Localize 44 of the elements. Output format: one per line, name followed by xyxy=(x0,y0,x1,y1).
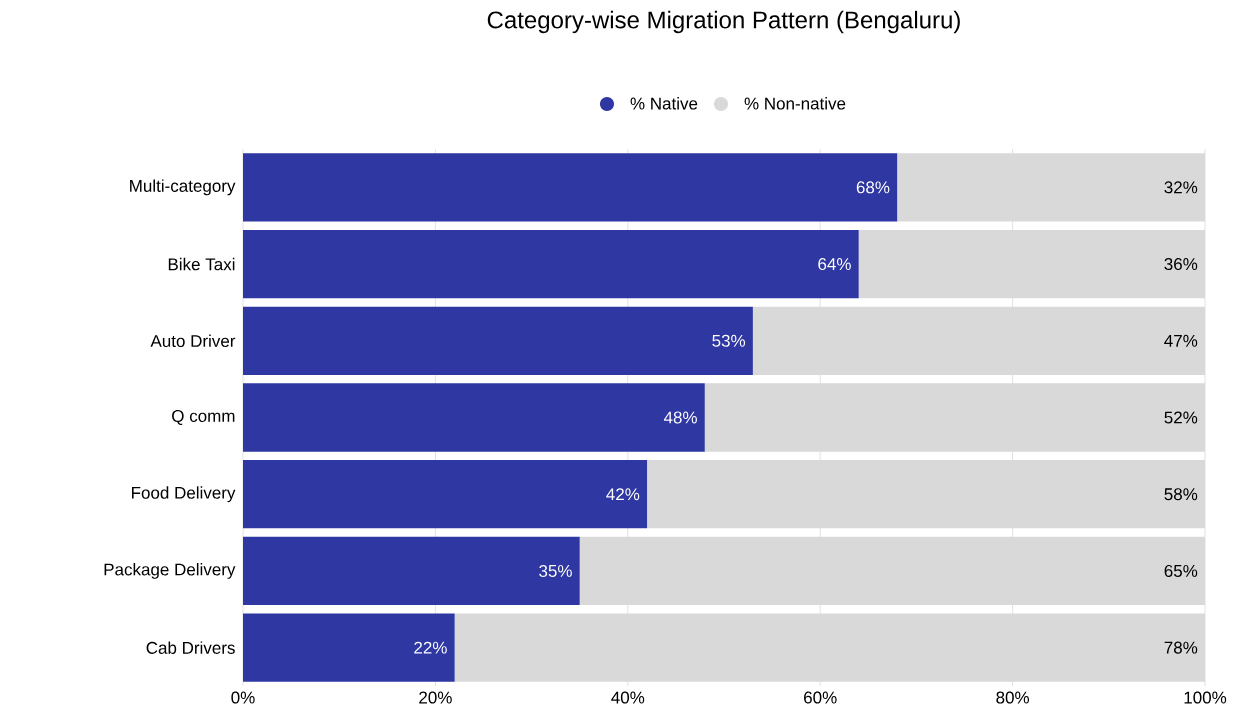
x-tick-label: 80% xyxy=(996,691,1030,704)
y-tick-label: Bike Taxi xyxy=(168,257,235,271)
data-label: 53% xyxy=(712,334,746,347)
y-tick-label: Q comm xyxy=(172,409,235,426)
data-label: 64% xyxy=(818,258,851,271)
x-tick-label: 60% xyxy=(804,691,837,704)
x-tick-label: 20% xyxy=(419,691,452,704)
data-label: 47% xyxy=(1164,334,1198,347)
data-label: 42% xyxy=(606,488,640,501)
bar xyxy=(243,229,859,299)
bar xyxy=(858,229,1206,299)
legend-label: % Native xyxy=(630,97,698,110)
bar xyxy=(243,383,705,452)
data-label: 68% xyxy=(856,181,890,194)
data-label: 58% xyxy=(1164,488,1198,501)
legend-label: % Non-native xyxy=(744,97,846,110)
y-tick-label: Multi-category xyxy=(130,179,236,196)
bar xyxy=(454,613,1206,682)
bar xyxy=(897,153,1206,222)
bar xyxy=(243,613,455,682)
bar xyxy=(243,153,898,222)
y-tick-label: Package Delivery xyxy=(104,563,236,579)
bar xyxy=(704,383,1206,452)
chart-title: Category-wise Migration Pattern (Bengaluru) xyxy=(487,10,960,34)
bar xyxy=(243,536,580,606)
data-label: 35% xyxy=(539,564,572,577)
y-tick-label: Auto Driver xyxy=(150,334,236,348)
x-tick-label: 0% xyxy=(231,691,255,704)
y-tick-label: Cab Drivers xyxy=(146,641,235,654)
x-tick-label: 100% xyxy=(1184,691,1227,704)
bar xyxy=(647,460,1206,529)
bar xyxy=(752,306,1206,375)
data-label: 65% xyxy=(1164,564,1198,577)
bar xyxy=(243,306,753,375)
data-label: 78% xyxy=(1164,641,1198,654)
data-label: 52% xyxy=(1164,411,1198,424)
data-label: 36% xyxy=(1164,258,1198,271)
bar xyxy=(243,460,648,529)
bar xyxy=(579,536,1206,606)
x-tick-label: 40% xyxy=(611,691,645,704)
data-label: 32% xyxy=(1164,181,1198,194)
y-tick-label: Food Delivery xyxy=(132,486,236,503)
data-label: 48% xyxy=(663,411,697,424)
data-label: 22% xyxy=(414,641,447,654)
